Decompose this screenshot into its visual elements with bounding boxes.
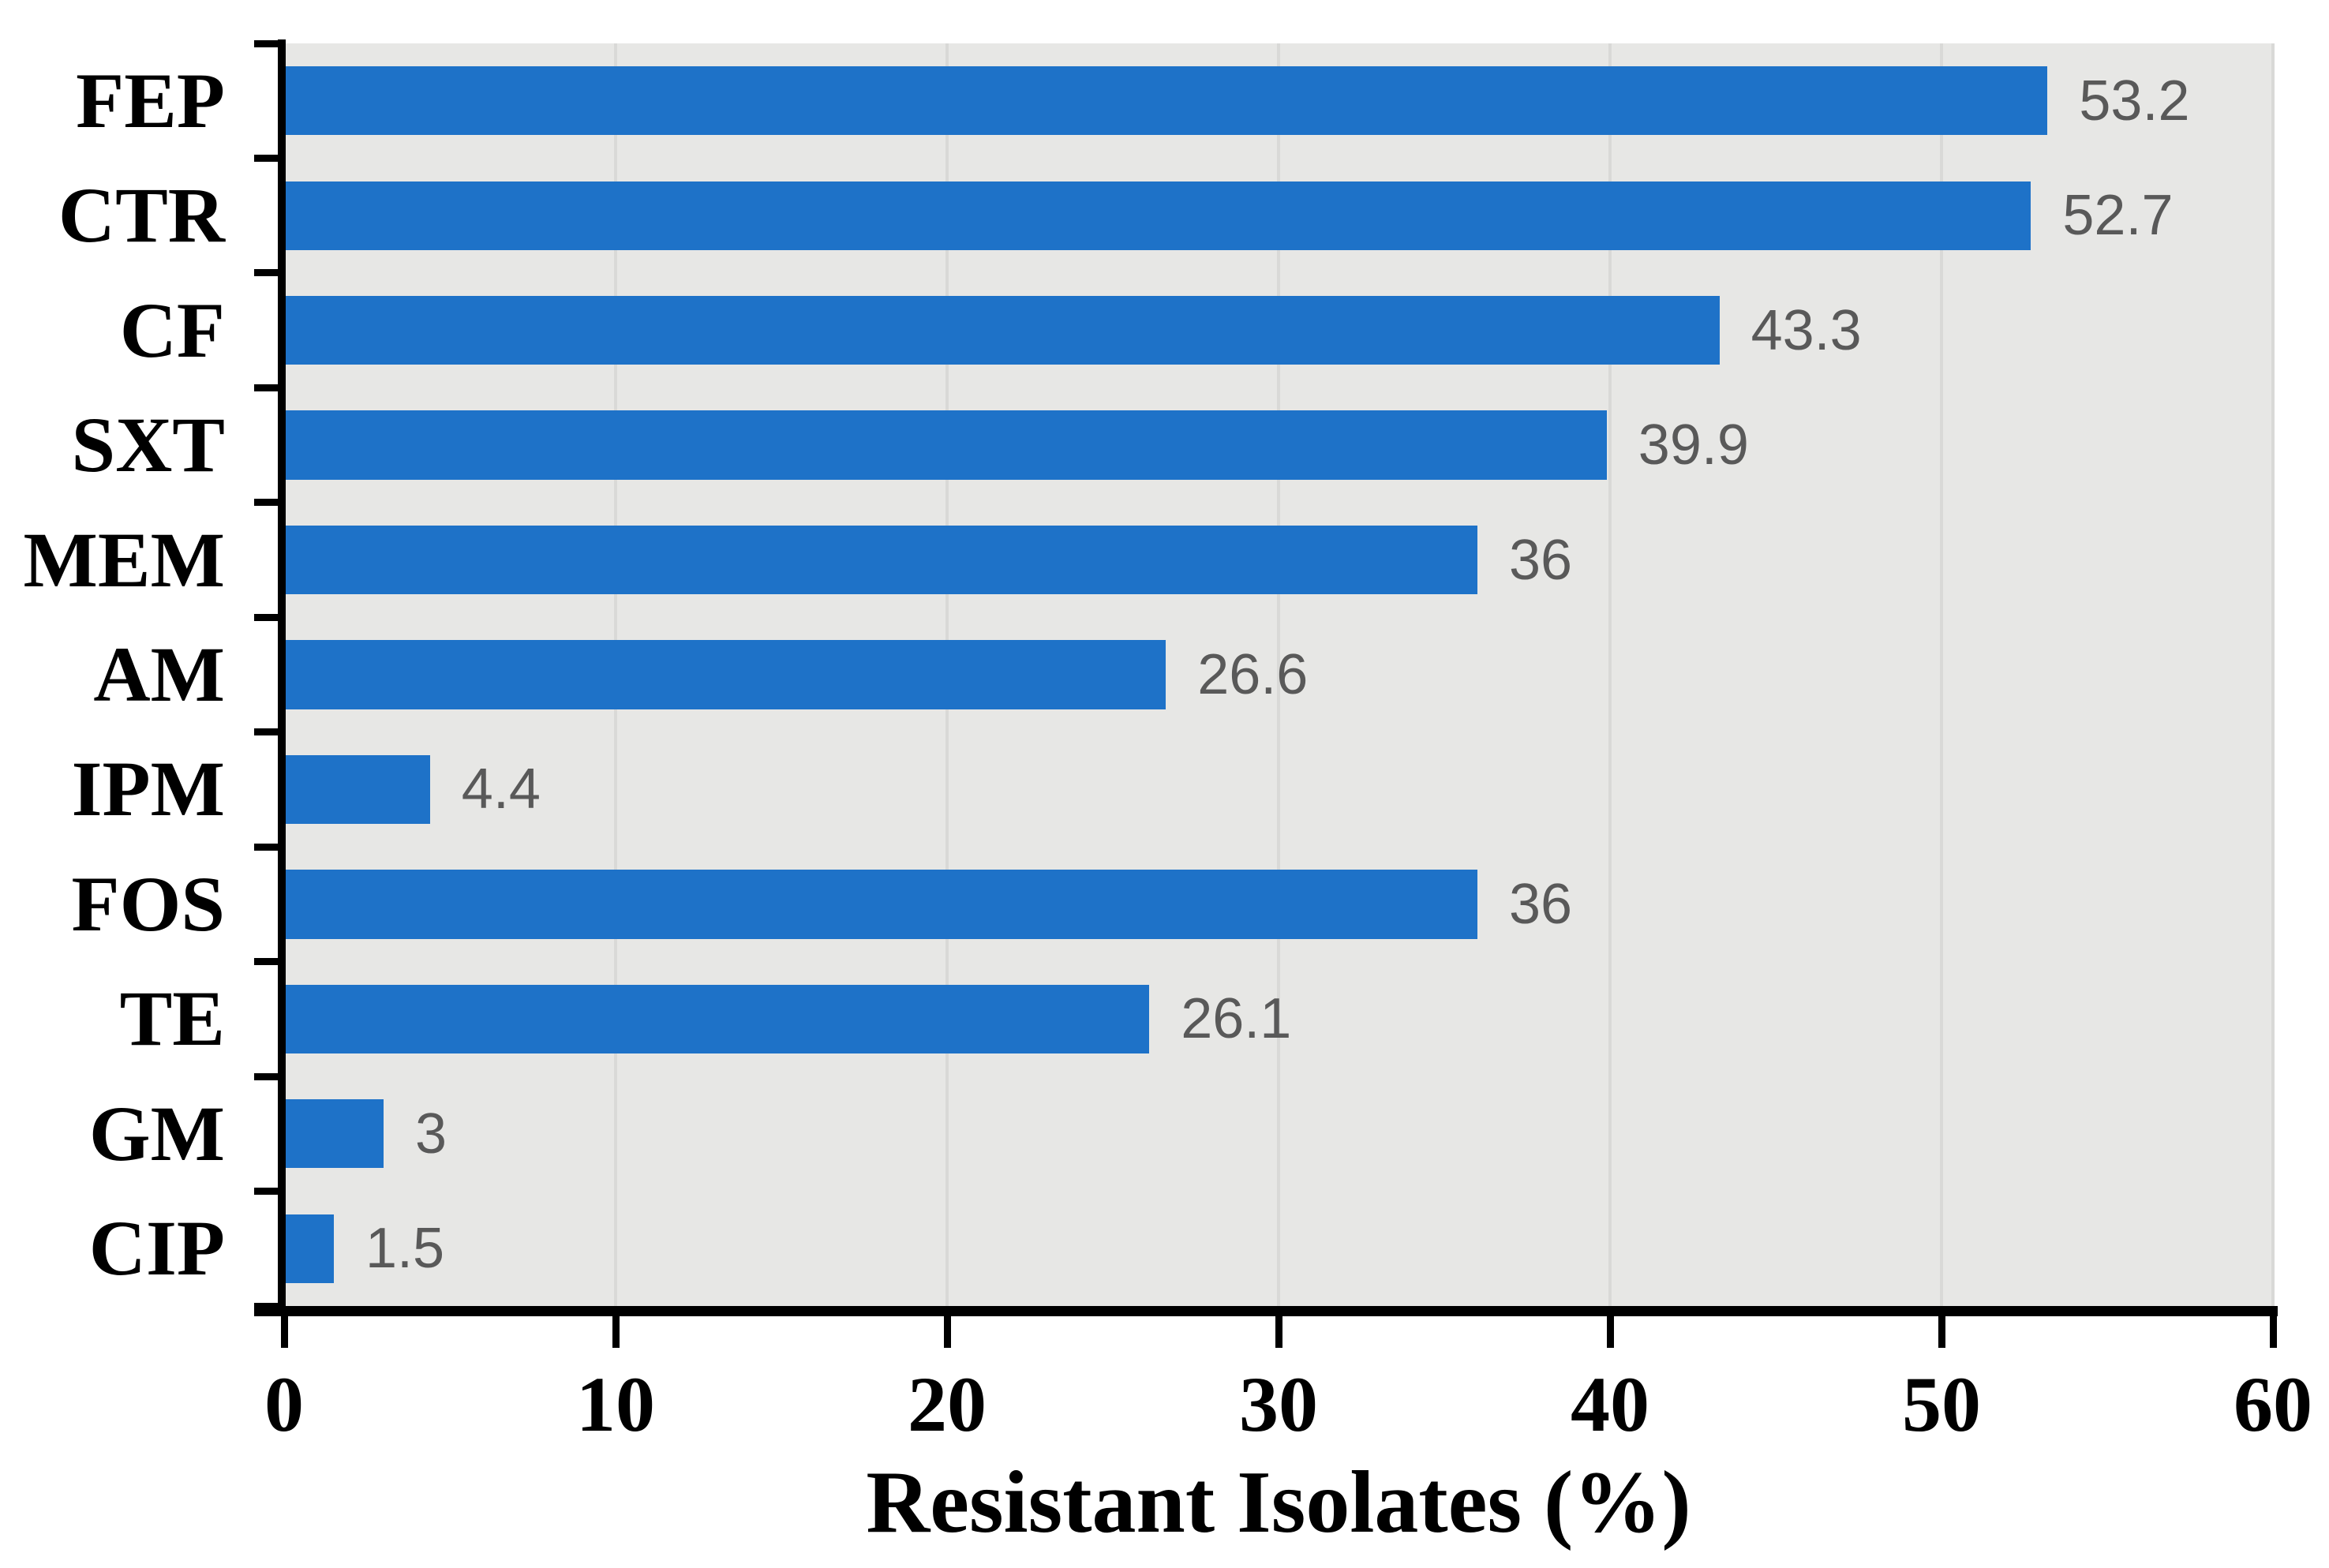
bar <box>284 525 1477 595</box>
y-axis-tick <box>254 1188 286 1196</box>
value-label: 26.6 <box>1197 642 1309 706</box>
y-axis-tick <box>254 499 286 507</box>
category-label: CF <box>119 286 225 374</box>
bar-row: 1.5 <box>284 1192 2273 1306</box>
bar <box>284 640 1166 709</box>
category-label: FEP <box>76 56 225 144</box>
x-axis-tick-label: 50 <box>1902 1360 1981 1448</box>
y-axis-tick <box>254 39 286 47</box>
category-label: CIP <box>88 1204 225 1293</box>
bar <box>284 1214 334 1283</box>
x-axis-tick-label: 30 <box>1239 1360 1318 1448</box>
gridline <box>1608 43 1612 1306</box>
bar <box>284 66 2048 136</box>
x-axis-tick <box>612 1316 620 1348</box>
bar-row: 36 <box>284 503 2273 617</box>
bar <box>284 410 1607 480</box>
category-label: SXT <box>71 401 225 489</box>
bar-row: 36 <box>284 847 2273 961</box>
y-axis-line <box>278 39 286 1312</box>
bar <box>284 870 1477 939</box>
y-axis-tick <box>254 269 286 277</box>
x-axis-tick <box>943 1316 951 1348</box>
y-axis-tick <box>254 154 286 162</box>
x-axis-tick <box>1275 1316 1282 1348</box>
value-label: 1.5 <box>365 1217 445 1281</box>
category-label: MEM <box>23 515 225 604</box>
bar <box>284 754 430 825</box>
x-axis-tick <box>1938 1316 1945 1348</box>
y-axis-tick <box>254 613 286 621</box>
bar-row: 26.6 <box>284 617 2273 732</box>
gridline <box>1940 43 1943 1306</box>
y-axis-category-labels: FEP CTR CF SXT MEM AM IPM FOS TE GM CIP <box>0 43 225 1306</box>
x-axis-tick <box>2269 1316 2277 1348</box>
y-axis-tick <box>254 843 286 851</box>
x-axis-line <box>254 1306 2278 1316</box>
x-axis-tick <box>280 1316 288 1348</box>
x-axis-tick <box>1606 1316 1614 1348</box>
value-label: 36 <box>1509 872 1573 936</box>
category-label: AM <box>93 630 225 718</box>
bar-row: 26.1 <box>284 962 2273 1076</box>
bar-row: 52.7 <box>284 158 2273 272</box>
x-axis-tick-label: 10 <box>576 1360 655 1448</box>
category-label: CTR <box>58 171 225 260</box>
bar-row: 3 <box>284 1076 2273 1191</box>
y-axis-tick <box>254 384 286 391</box>
value-label: 53.2 <box>2079 69 2190 133</box>
x-axis-title: Resistant Isolates (%) <box>866 1454 1691 1551</box>
plot-area: 53.2 52.7 43.3 39.9 36 26.6 4.4 36 26.1 3 1.5 <box>284 43 2275 1306</box>
bar-series: 53.2 52.7 43.3 39.9 36 26.6 4.4 36 26.1 3 1.5 <box>284 43 2273 1306</box>
category-label: GM <box>88 1089 225 1177</box>
bar-row: 4.4 <box>284 732 2273 847</box>
bar <box>284 296 1720 365</box>
value-label: 39.9 <box>1638 414 1749 477</box>
bar <box>284 181 2031 250</box>
value-label: 4.4 <box>461 758 541 821</box>
y-axis-tick <box>254 728 286 736</box>
category-label: FOS <box>71 859 225 948</box>
gridline <box>1277 43 1280 1306</box>
y-axis-tick <box>254 1072 286 1080</box>
value-label: 52.7 <box>2062 184 2174 248</box>
bar-row: 53.2 <box>284 43 2273 158</box>
x-axis-tick-label: 40 <box>1571 1360 1649 1448</box>
value-label: 3 <box>415 1102 447 1166</box>
bar-row: 39.9 <box>284 387 2273 502</box>
x-axis-tick-label: 20 <box>908 1360 987 1448</box>
gridline <box>2271 43 2275 1306</box>
bar <box>284 984 1150 1053</box>
value-label: 36 <box>1509 528 1573 592</box>
value-label: 43.3 <box>1750 298 1862 362</box>
value-label: 26.1 <box>1181 987 1292 1051</box>
bar <box>284 1099 384 1169</box>
x-axis-tick-label: 0 <box>264 1360 304 1448</box>
y-axis-tick <box>254 958 286 966</box>
x-axis-tick-label: 60 <box>2234 1360 2312 1448</box>
category-label: TE <box>119 975 225 1063</box>
category-label: IPM <box>71 745 225 833</box>
bar-row: 43.3 <box>284 273 2273 387</box>
